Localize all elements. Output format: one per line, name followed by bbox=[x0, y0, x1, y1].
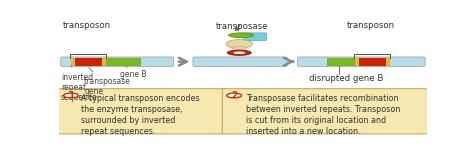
Bar bbox=[106, 58, 141, 66]
Bar bbox=[102, 58, 106, 66]
Bar bbox=[328, 58, 355, 66]
FancyBboxPatch shape bbox=[244, 33, 266, 40]
FancyBboxPatch shape bbox=[298, 57, 425, 66]
Text: transposon: transposon bbox=[63, 21, 111, 30]
Ellipse shape bbox=[228, 50, 251, 55]
Bar bbox=[355, 58, 359, 66]
Circle shape bbox=[227, 93, 241, 98]
Ellipse shape bbox=[228, 33, 254, 38]
Text: Transposase facilitates recombination
between inverted repeats. Transposon
is cu: Transposase facilitates recombination be… bbox=[246, 94, 400, 136]
Bar bbox=[300, 58, 328, 66]
Bar bbox=[390, 58, 423, 66]
Bar bbox=[71, 58, 75, 66]
Ellipse shape bbox=[233, 52, 246, 54]
Text: gene B: gene B bbox=[120, 66, 146, 79]
Text: A typical transposon encodes
the enzyme transposase,
surrounded by inverted
repe: A typical transposon encodes the enzyme … bbox=[82, 94, 200, 136]
Text: 1: 1 bbox=[68, 91, 74, 100]
Bar bbox=[386, 58, 390, 66]
Ellipse shape bbox=[226, 40, 253, 48]
Text: transposase: transposase bbox=[216, 22, 268, 31]
Text: inverted
repeat
sequence: inverted repeat sequence bbox=[61, 66, 98, 102]
Circle shape bbox=[64, 93, 78, 98]
Text: 2: 2 bbox=[231, 91, 237, 100]
Bar bbox=[63, 58, 71, 66]
Text: transposon: transposon bbox=[346, 21, 395, 30]
Text: transposase
gene: transposase gene bbox=[84, 68, 131, 96]
Ellipse shape bbox=[232, 46, 246, 50]
Text: disrupted gene B: disrupted gene B bbox=[309, 74, 383, 83]
FancyBboxPatch shape bbox=[61, 57, 173, 66]
FancyBboxPatch shape bbox=[193, 57, 287, 66]
Bar bbox=[75, 58, 102, 66]
FancyBboxPatch shape bbox=[58, 89, 226, 134]
Bar bbox=[359, 58, 386, 66]
Bar bbox=[141, 58, 171, 66]
FancyBboxPatch shape bbox=[222, 89, 428, 134]
